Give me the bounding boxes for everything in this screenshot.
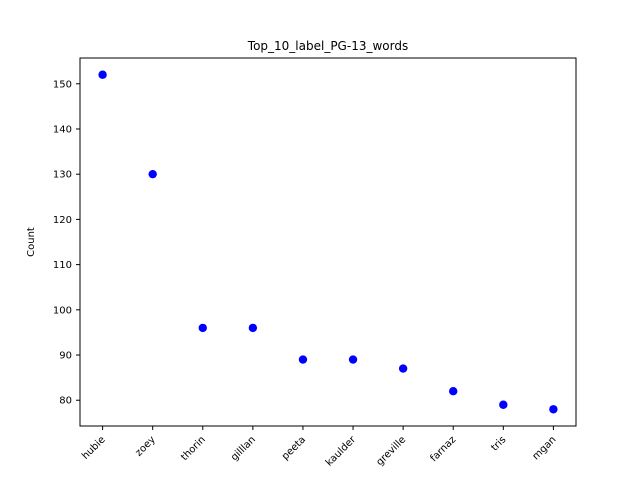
y-axis: 80 90 100 110 120 130 140 150 [53,79,80,407]
chart-title: Top_10_label_PG-13_words [247,39,408,53]
data-point-gilllan [248,323,258,333]
y-tick-label: 140 [53,124,72,135]
data-point-greville [398,364,408,373]
y-tick-label: 130 [53,170,72,181]
y-axis-label: Count [26,227,37,257]
data-points [98,70,558,414]
data-point-kaulder [348,355,358,364]
y-tick-label: 100 [53,305,72,316]
y-tick-label: 150 [53,79,72,90]
plot-frame [79,57,577,427]
data-point-zoey [148,169,157,179]
y-tick-label: 110 [53,260,72,271]
y-tick-label: 80 [59,396,72,407]
y-tick-label: 120 [53,215,72,226]
data-point-farnaz [449,386,458,396]
data-point-mgan [549,405,558,414]
data-point-tris [499,400,508,409]
data-point-thorin [198,323,207,333]
data-point-peeta [298,355,308,364]
data-point-hubie [98,70,107,79]
y-tick-label: 90 [59,351,72,362]
